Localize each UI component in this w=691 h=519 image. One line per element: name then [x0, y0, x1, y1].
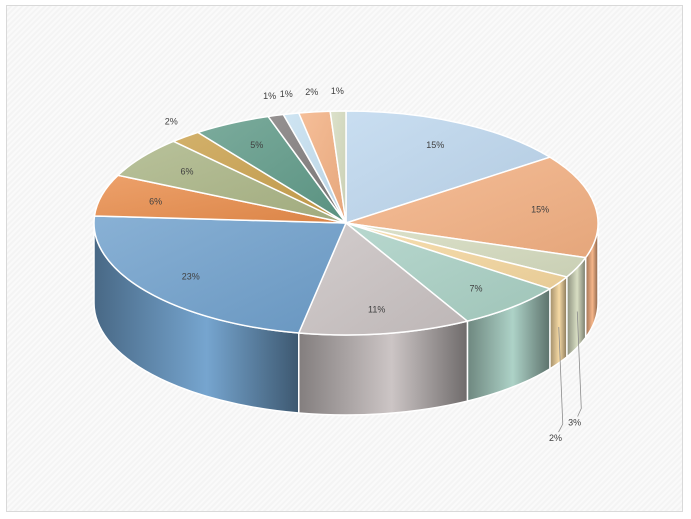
pie-slice-15 [329, 110, 347, 224]
pie-slice-2 [345, 156, 599, 259]
pie-slice-side-4 [549, 276, 568, 370]
pie-slice-1 [345, 110, 551, 224]
data-label-11: 5% [250, 140, 263, 150]
data-label-7: 23% [182, 272, 200, 282]
pie-sides [93, 222, 599, 416]
data-label-3: 3% [568, 418, 581, 428]
pie-labels: 15% 15% 3% 2% 7% 11% 23% 6% 6% 2% 5% 1% 1% 2% 1% [149, 86, 582, 443]
data-label-15: 1% [331, 86, 344, 96]
data-label-4: 2% [549, 433, 562, 443]
data-label-2: 15% [531, 204, 549, 214]
data-label-6: 11% [368, 304, 385, 314]
pie-tops [93, 110, 599, 336]
data-label-12: 1% [263, 91, 276, 101]
chart-area: 15% 15% 3% 2% 7% 11% 23% 6% 6% 2% 5% 1% 1% 2% 1% [6, 5, 683, 512]
pie-chart-3d: 15% 15% 3% 2% 7% 11% 23% 6% 6% 2% 5% 1% 1% 2% 1% [93, 86, 599, 443]
data-label-9: 6% [180, 167, 193, 177]
data-label-14: 2% [305, 87, 318, 97]
data-label-1: 15% [426, 140, 444, 150]
data-label-13: 1% [280, 89, 293, 99]
pie-slice-7 [93, 215, 347, 334]
pie-slice-6 [298, 222, 469, 336]
data-label-leader-4 [558, 326, 564, 433]
data-label-leader-3 [576, 311, 582, 417]
data-label-10: 2% [165, 116, 178, 126]
data-label-5: 7% [469, 284, 482, 294]
data-label-8: 6% [149, 196, 162, 206]
pie-slice-5 [345, 222, 551, 322]
